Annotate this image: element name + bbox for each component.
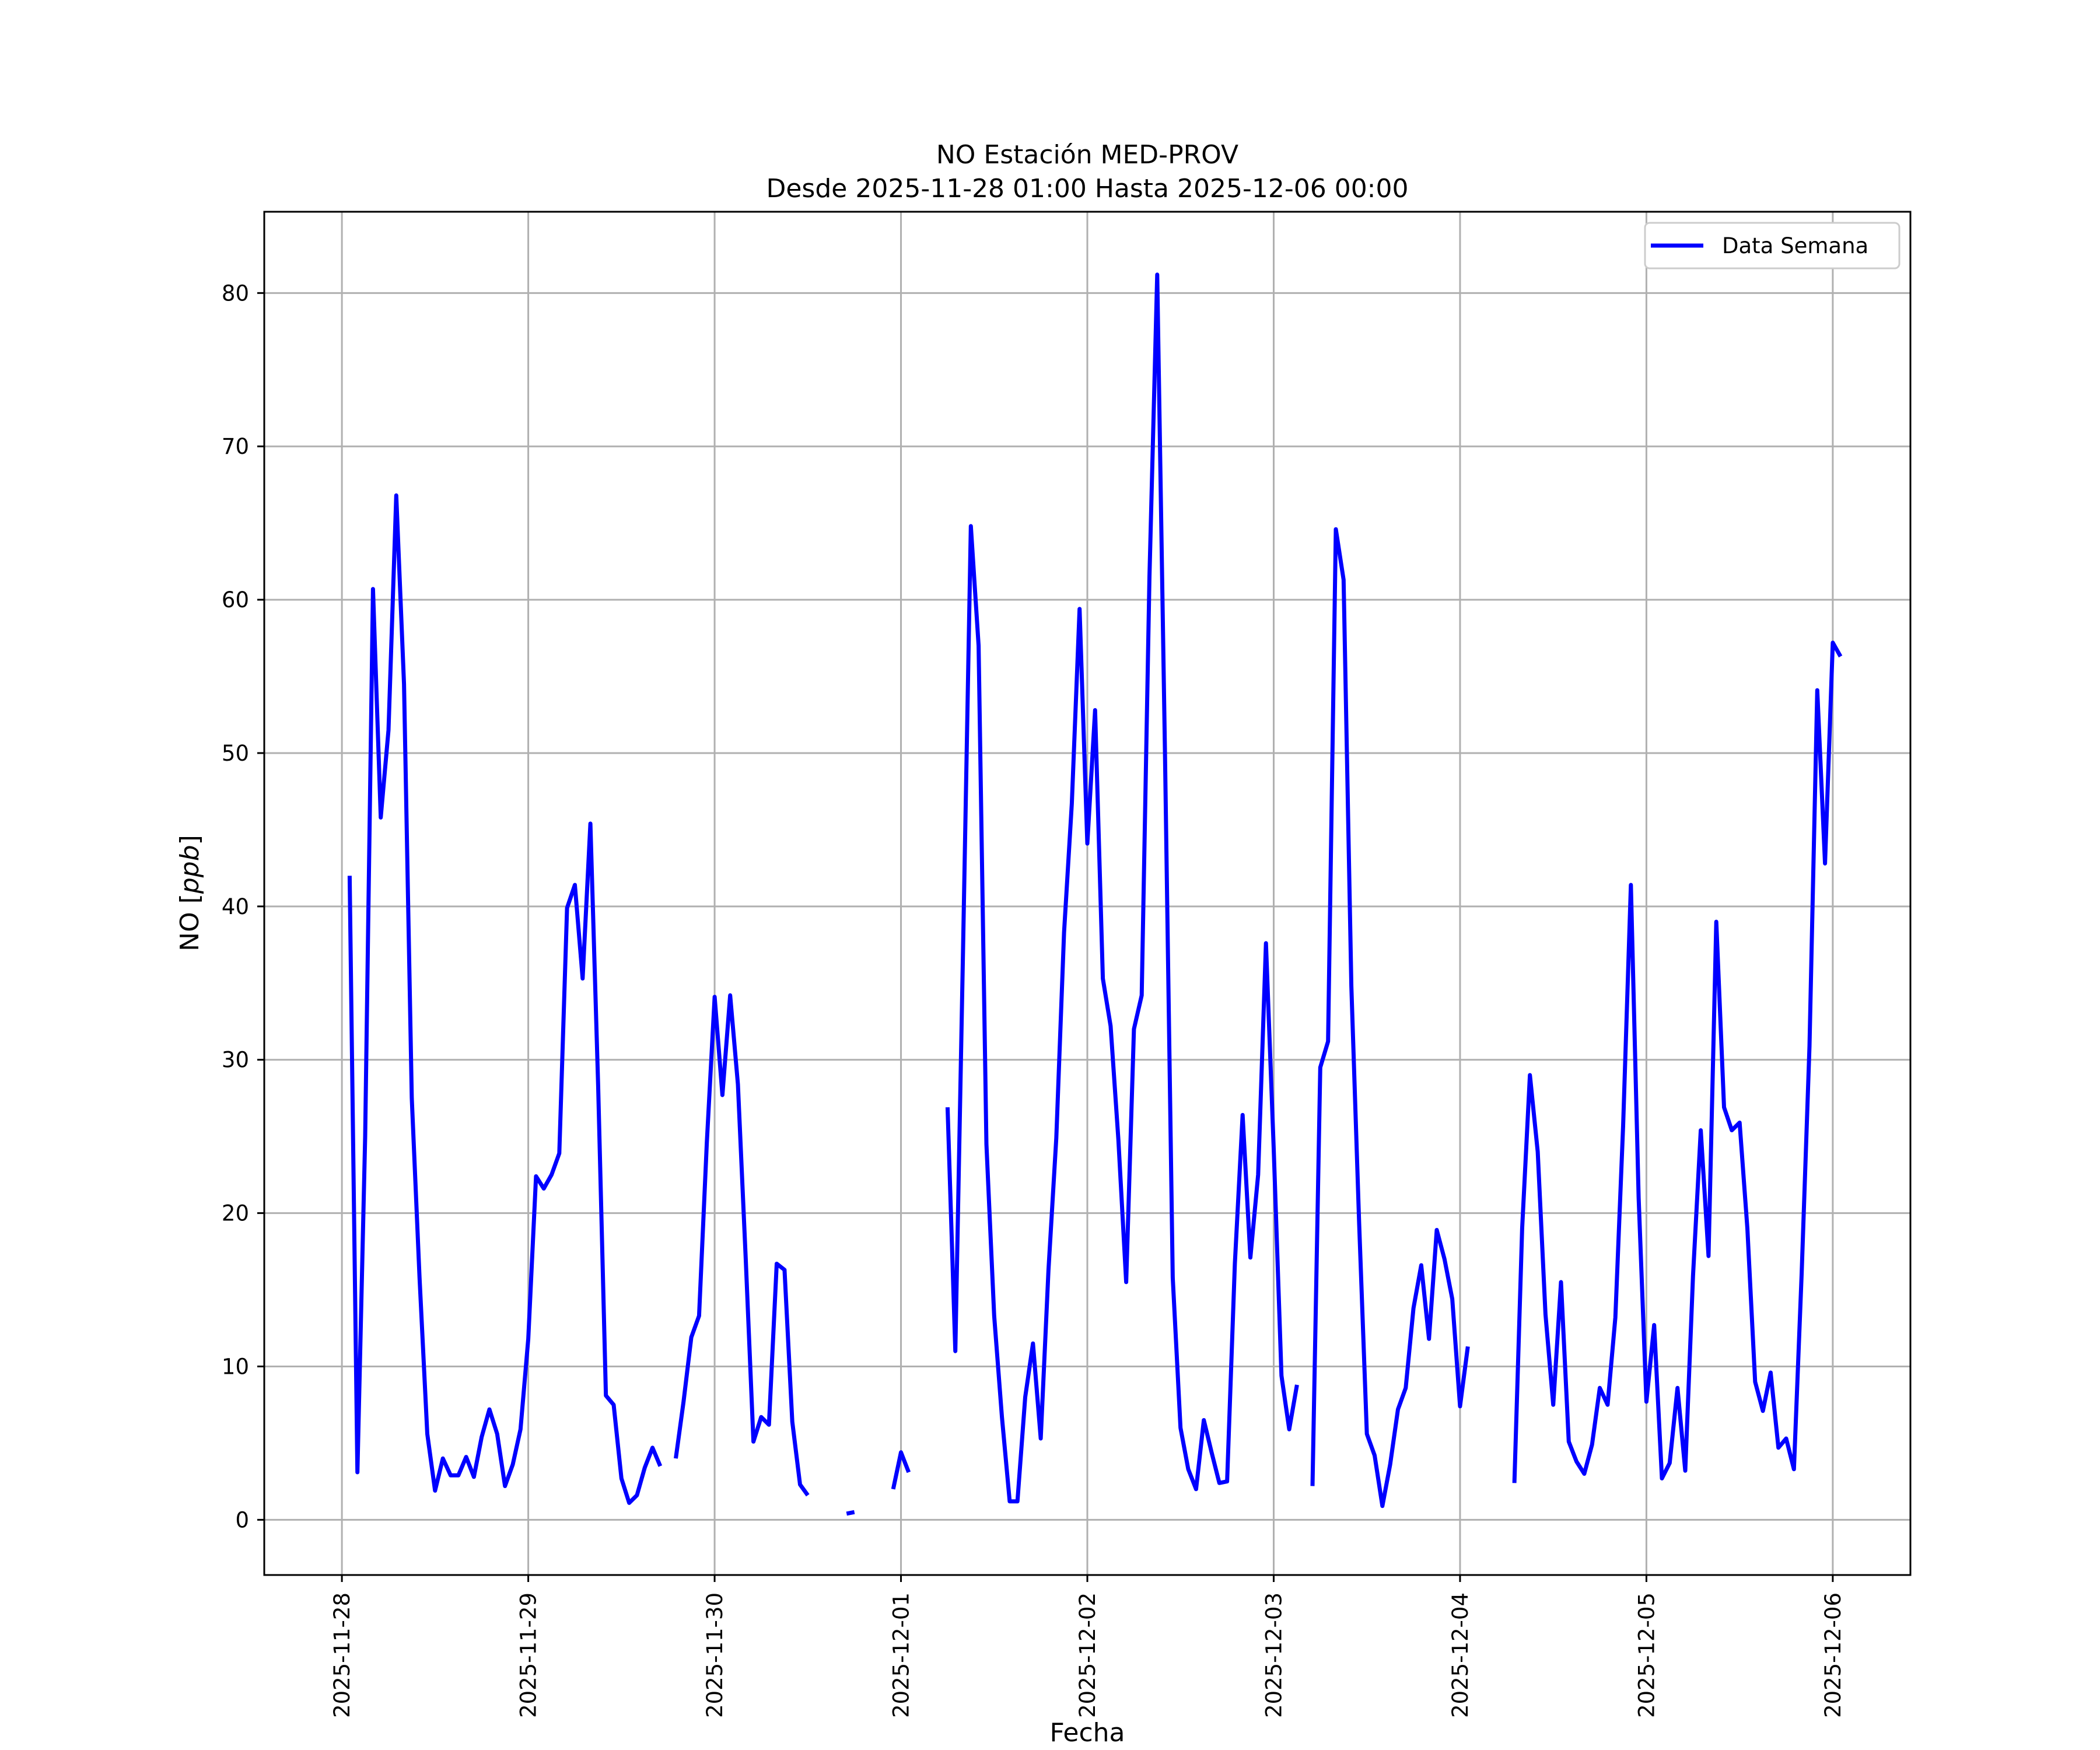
y-tick-label: 30 [222,1048,249,1073]
y-tick-label: 40 [222,894,249,919]
legend-entry-label: Data Semana [1722,233,1868,258]
series-line-segment [347,493,663,1505]
x-gridlines [341,212,1834,1575]
y-tick-label: 20 [222,1201,249,1226]
y-axis-label: NO [ppb] [175,835,205,951]
y-tick-label: 60 [222,587,249,612]
y-tick-label: 0 [235,1507,249,1532]
x-tick-label: 2025-12-06 [1821,1592,1846,1718]
chart-title: NO Estación MED-PROV [936,140,1238,170]
y-tick-label: 50 [222,741,249,766]
x-tick-label: 2025-11-29 [516,1592,541,1718]
legend-box [1644,222,1901,270]
series-line-segment [846,1510,855,1516]
y-tick-label: 80 [222,281,249,306]
y-axis-label-unit: ppb [175,845,205,894]
x-axis-ticks: 2025-11-28 2025-11-29 2025-11-30 2025-12-01… [330,1575,1846,1718]
y-tick-label: 70 [222,434,249,459]
x-tick-label: 2025-12-02 [1075,1592,1100,1718]
x-tick-label: 2025-12-04 [1448,1592,1473,1718]
x-tick-label: 2025-12-01 [889,1592,914,1718]
series-line-segment [891,1450,911,1490]
series-line-segment [1310,527,1470,1508]
y-axis-label-close: ] [175,835,205,845]
y-tick-label: 10 [222,1354,249,1379]
x-tick-label: 2025-11-30 [702,1592,727,1718]
x-tick-label: 2025-11-28 [330,1592,355,1718]
chart-subtitle: Desde 2025-11-28 01:00 Hasta 2025-12-06 … [766,174,1408,204]
x-axis-label: Fecha [1049,1718,1125,1748]
x-tick-label: 2025-12-03 [1261,1592,1286,1718]
series-line-segment [945,272,1299,1504]
x-tick-label: 2025-12-05 [1634,1592,1659,1718]
y-axis-label-main: NO [ [175,894,205,951]
legend: Data Semana [1644,222,1901,270]
series-line-segment [674,993,810,1497]
series-line-segment [1512,640,1843,1483]
y-axis-ticks: 0 10 20 30 40 50 60 70 80 [222,281,264,1532]
series-layer [347,272,1843,1516]
